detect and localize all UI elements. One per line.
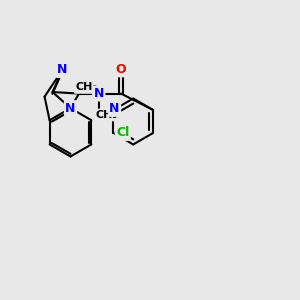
Text: N: N: [94, 87, 104, 100]
Text: CH₃: CH₃: [95, 110, 117, 120]
Text: N: N: [109, 102, 120, 115]
Text: O: O: [116, 63, 126, 76]
Text: N: N: [65, 102, 76, 115]
Text: N: N: [57, 64, 68, 76]
Text: CH₃: CH₃: [75, 82, 98, 92]
Text: Cl: Cl: [116, 127, 129, 140]
